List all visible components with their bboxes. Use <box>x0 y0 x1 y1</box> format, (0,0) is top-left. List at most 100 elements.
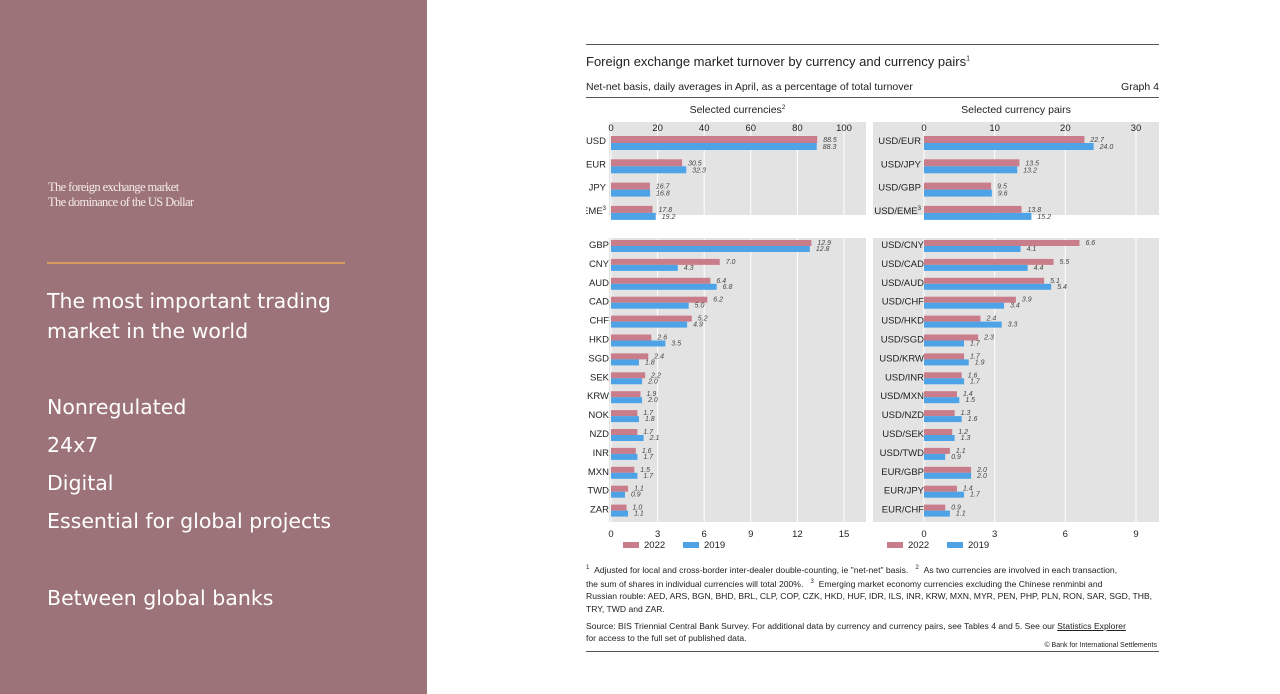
bar-2019-bottom-left <box>611 416 639 423</box>
data-label-2022-bottom-right: 2.3 <box>983 335 994 342</box>
bar-2019-bottom-left <box>611 472 638 479</box>
data-label-2022-bottom-left: 1.7 <box>643 429 654 436</box>
data-label-2019-bottom-left: 0.9 <box>631 492 641 499</box>
category-label-bottom-left: NOK <box>588 410 609 421</box>
data-label-2019-bottom-left: 1.8 <box>645 416 655 423</box>
footnote-2-cont: the sum of shares in individual currenci… <box>586 579 804 590</box>
bar-2019-bottom-right <box>924 453 946 460</box>
data-label-2019-top-left: 19.2 <box>662 214 676 221</box>
x-tick-label-bottom-right: 9 <box>1133 529 1138 540</box>
data-label-2019-bottom-right: 0.9 <box>951 454 961 461</box>
data-label-2022-bottom-right: 5.5 <box>1060 259 1070 266</box>
data-label-2019-bottom-right: 1.9 <box>975 359 985 366</box>
category-label-bottom-right: USD/CAD <box>881 259 924 270</box>
bar-2022-bottom-right <box>924 504 946 511</box>
data-label-2019-bottom-left: 3.5 <box>671 341 681 348</box>
bar-2019-bottom-right <box>924 321 1002 328</box>
bar-2019-bottom-right <box>924 340 965 347</box>
data-label-2019-bottom-left: 2.1 <box>649 435 660 442</box>
bar-2019-top-right <box>924 189 992 197</box>
legend-label-2022-bottom-right: 2022 <box>908 540 929 551</box>
x-tick-label-top-left: 60 <box>746 123 757 134</box>
bar-2019-bottom-left <box>611 321 688 328</box>
data-label-2019-bottom-left: 2.0 <box>647 378 658 385</box>
data-label-2019-bottom-right: 1.6 <box>968 416 978 423</box>
slide-subtitle-2: The dominance of the US Dollar <box>48 195 194 209</box>
bar-2019-bottom-right <box>924 302 1005 309</box>
data-label-2019-bottom-right: 1.3 <box>961 435 971 442</box>
data-label-2022-bottom-right: 5.1 <box>1050 278 1060 285</box>
bar-2022-bottom-left <box>611 277 711 284</box>
data-label-2019-bottom-left: 5.0 <box>695 303 705 310</box>
data-label-2022-bottom-left: 2.4 <box>653 353 664 360</box>
bar-2019-bottom-left <box>611 359 639 366</box>
data-label-2019-bottom-right: 4.1 <box>1027 246 1037 253</box>
source-text-2: for access to the full set of published … <box>586 633 747 644</box>
x-tick-label-top-left: 80 <box>792 123 803 134</box>
data-label-2022-bottom-left: 12.9 <box>817 240 831 247</box>
bar-2019-bottom-right <box>924 359 969 366</box>
data-label-2022-bottom-left: 1.6 <box>642 448 652 455</box>
data-label-2022-top-right: 13.8 <box>1028 207 1042 214</box>
category-label-top-right: USD/EUR <box>878 136 921 147</box>
bar-2022-top-right <box>924 182 992 190</box>
figure-top-rule <box>586 44 1159 45</box>
legend-swatch-2019-bottom-right <box>947 542 963 548</box>
data-label-2019-bottom-left: 4.3 <box>684 265 694 272</box>
bar-2022-bottom-right <box>924 315 981 322</box>
legend-label-2022-bottom-left: 2022 <box>644 540 665 551</box>
footnote-marker-3: 3 <box>810 579 814 586</box>
category-label-bottom-right: USD/KRW <box>879 353 924 364</box>
x-tick-label-top-left: 100 <box>836 123 852 134</box>
category-label-top-right: USD/EME3 <box>874 206 921 217</box>
bullet-most-important: The most important trading <box>47 289 331 313</box>
bar-2022-bottom-left <box>611 504 627 511</box>
category-label-bottom-left: CHF <box>589 316 609 327</box>
data-label-2022-bottom-left: 5.2 <box>698 316 708 323</box>
bar-2022-bottom-right <box>924 466 972 473</box>
category-label-bottom-right: USD/CNY <box>881 240 924 251</box>
category-label-bottom-left: TWD <box>587 486 609 497</box>
bar-2019-bottom-right <box>924 283 1052 290</box>
bar-2022-bottom-right <box>924 391 957 398</box>
data-label-2022-top-right: 22.7 <box>1089 137 1105 144</box>
category-label-bottom-right: EUR/CHF <box>882 505 924 516</box>
figure-title-text: Foreign exchange market turnover by curr… <box>586 54 967 69</box>
bar-2022-bottom-right <box>924 485 957 492</box>
data-label-2022-bottom-right: 6.6 <box>1085 240 1095 247</box>
bar-2019-bottom-right <box>924 378 965 385</box>
x-tick-label-bottom-left: 12 <box>792 529 803 540</box>
x-tick-label-top-right: 0 <box>921 123 926 134</box>
data-label-2022-top-left: 30.5 <box>688 160 702 167</box>
data-label-2019-bottom-right: 3.3 <box>1008 322 1018 329</box>
data-label-2022-bottom-left: 1.9 <box>647 391 657 398</box>
bar-2022-top-right <box>924 205 1022 213</box>
bar-2022-bottom-left <box>611 391 641 398</box>
data-label-2019-bottom-right: 3.4 <box>1010 303 1020 310</box>
bar-2022-top-right <box>924 136 1085 143</box>
source-note: Source: BIS Triennial Central Bank Surve… <box>586 620 1159 645</box>
category-label-top-right: USD/JPY <box>881 159 922 170</box>
statistics-explorer-link[interactable]: Statistics Explorer <box>1057 621 1126 631</box>
bar-2022-bottom-left <box>611 485 629 492</box>
figure-title-note: 1 <box>966 55 970 63</box>
x-tick-label-bottom-left: 0 <box>608 529 613 540</box>
data-label-2022-bottom-right: 1.2 <box>958 429 968 436</box>
bar-2022-top-right <box>924 159 1020 167</box>
x-tick-label-bottom-left: 15 <box>839 529 850 540</box>
category-label-bottom-right: USD/INR <box>885 372 924 383</box>
x-tick-label-bottom-right: 0 <box>921 529 926 540</box>
bar-2019-bottom-right <box>924 435 955 441</box>
panel-title-top-left: Selected currencies2 <box>690 104 786 116</box>
x-tick-label-top-left: 0 <box>608 123 613 134</box>
bar-2022-bottom-right <box>924 296 1016 303</box>
category-label-bottom-left: GBP <box>589 240 609 251</box>
data-label-2022-bottom-right: 1.3 <box>961 410 971 417</box>
bar-2022-bottom-right <box>924 429 953 435</box>
slide-subtitle: The foreign exchange market <box>48 180 179 194</box>
data-label-2019-bottom-left: 1.8 <box>645 359 655 366</box>
data-label-2022-top-left: 17.8 <box>658 207 672 214</box>
data-label-2019-bottom-right: 5.4 <box>1057 284 1067 291</box>
bar-2022-bottom-left <box>611 466 635 473</box>
